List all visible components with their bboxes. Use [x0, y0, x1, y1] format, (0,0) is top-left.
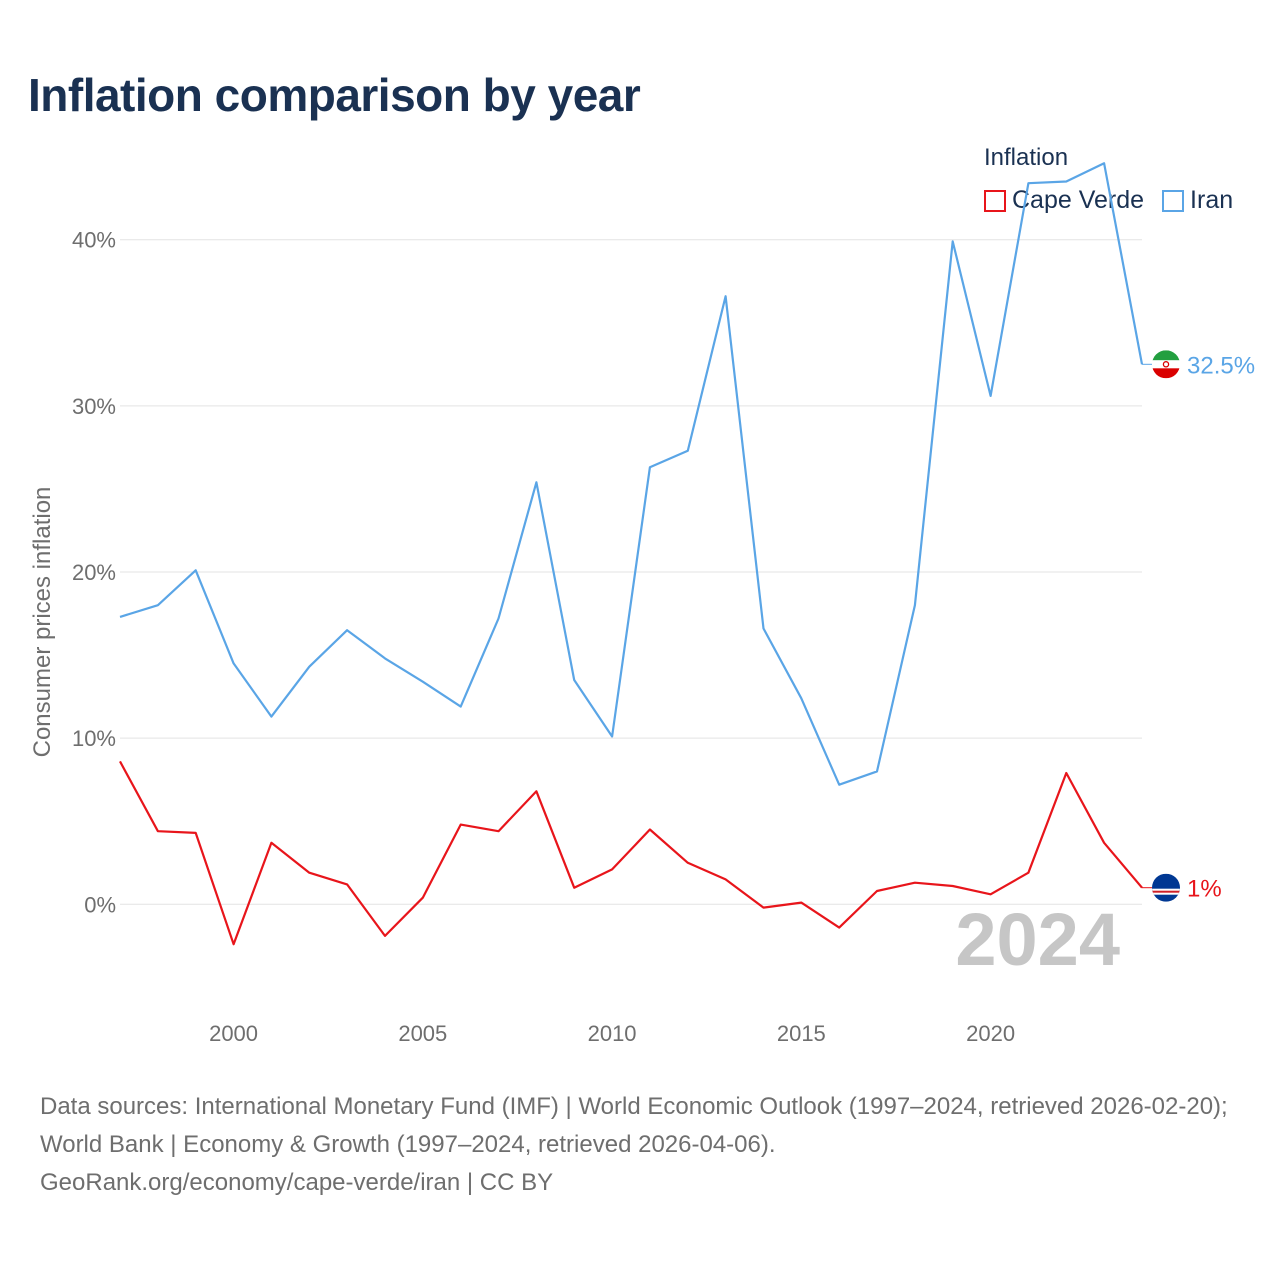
y-tick-label: 30% [72, 394, 116, 419]
legend-item-iran[interactable]: Iran [1162, 186, 1233, 215]
sources-url[interactable]: GeoRank.org/economy/cape-verde/iran | CC… [40, 1169, 554, 1196]
x-axis-ticks: 2000 2005 2010 2015 2020 [209, 1021, 1015, 1046]
year-watermark: 2024 [955, 898, 1120, 981]
legend: Inflation Cape Verde Iran [984, 144, 1233, 215]
y-axis-ticks: 0% 10% 20% 30% 40% [72, 228, 116, 918]
x-tick-label: 2005 [398, 1021, 447, 1046]
y-tick-label: 10% [72, 726, 116, 751]
legend-label-iran: Iran [1190, 186, 1234, 214]
legend-item-cape-verde[interactable]: Cape Verde [984, 186, 1144, 215]
grid-lines [120, 239, 1142, 905]
series-end-markers: 32.5% 1% [1142, 350, 1255, 903]
series-lines [119, 162, 1144, 946]
legend-label-cape-verde: Cape Verde [1012, 186, 1145, 214]
x-tick-label: 2000 [209, 1021, 258, 1046]
chart-title: Inflation comparison by year [28, 69, 641, 121]
series-line-cape-verde[interactable] [119, 760, 1143, 946]
x-tick-label: 2020 [966, 1021, 1015, 1046]
x-tick-label: 2010 [588, 1021, 637, 1046]
series-line-iran[interactable] [119, 162, 1144, 786]
sources-text: Data sources: International Monetary Fun… [40, 1093, 1228, 1158]
legend-swatch-cape-verde [984, 189, 1006, 212]
y-tick-label: 40% [72, 228, 116, 253]
y-tick-label: 0% [84, 892, 116, 917]
cape-verde-flag-icon [1152, 873, 1180, 902]
y-tick-label: 20% [72, 560, 116, 585]
y-axis-label: Consumer prices inflation [29, 487, 56, 758]
end-label-cape-verde: 1% [1187, 876, 1222, 903]
end-label-iran: 32.5% [1187, 352, 1255, 379]
data-sources: Data sources: International Monetary Fun… [40, 1088, 1250, 1202]
legend-swatch-iran [1162, 189, 1185, 212]
iran-flag-icon [1152, 350, 1180, 379]
x-tick-label: 2015 [777, 1021, 826, 1046]
legend-title: Inflation [984, 144, 1069, 171]
